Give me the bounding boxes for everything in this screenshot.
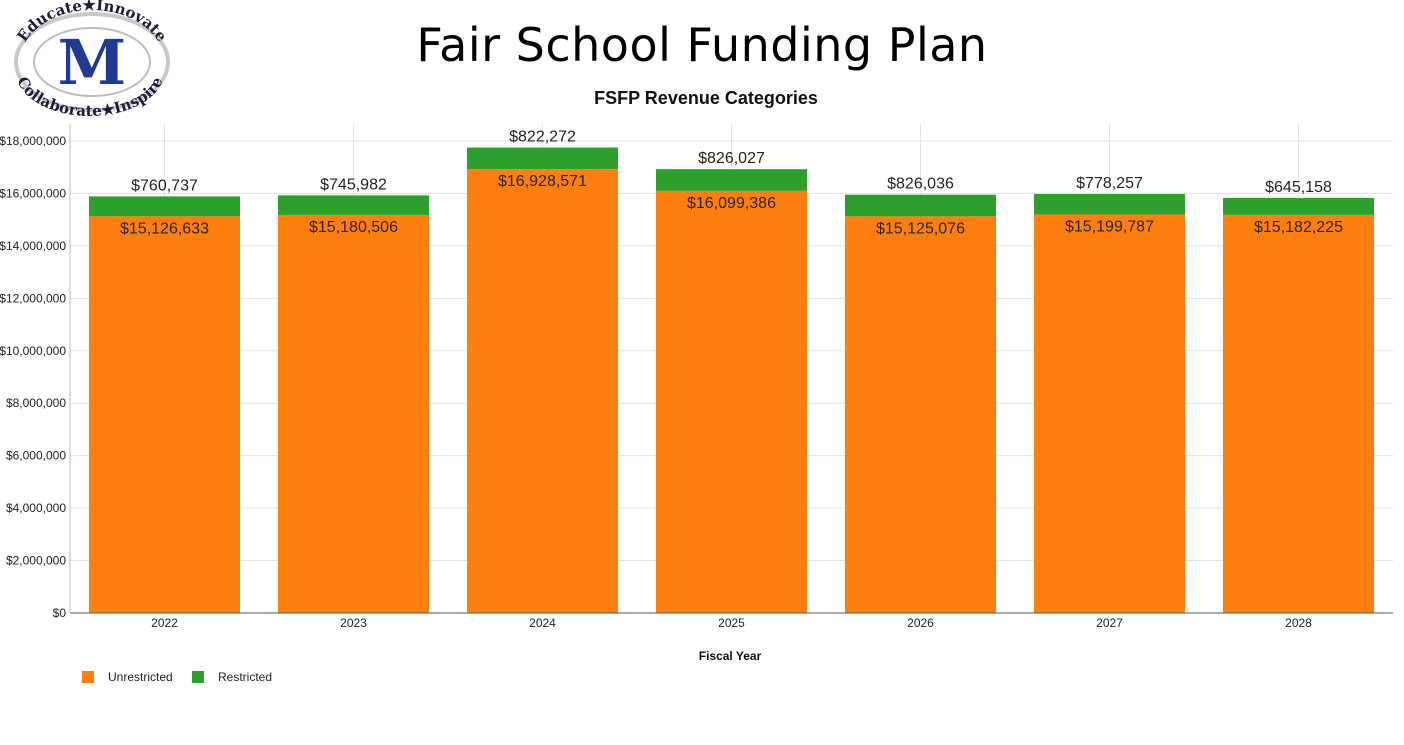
data-label-restricted-2027: $778,257 [1076, 175, 1143, 192]
bar-unrestricted-2026 [845, 216, 996, 613]
bar-restricted-2025 [656, 169, 807, 191]
bar-restricted-2028 [1223, 197, 1374, 215]
bars [89, 147, 1374, 614]
x-tick-label: 2028 [1285, 616, 1312, 630]
data-label-unrestricted-2022: $15,126,633 [120, 220, 209, 237]
bar-restricted-2026 [845, 194, 996, 217]
y-tick-label: $0 [53, 606, 67, 620]
y-tick-label: $6,000,000 [6, 449, 66, 463]
bar-restricted-2022 [89, 196, 240, 217]
bar-unrestricted-2025 [656, 190, 807, 613]
data-labels: $15,126,633 $760,737 $15,180,506 $745,982 $1… [120, 129, 1343, 238]
logo-letter: M [58, 26, 127, 99]
data-label-unrestricted-2024: $16,928,571 [498, 173, 587, 190]
y-tick-label: $12,000,000 [0, 291, 66, 305]
bar-unrestricted-2024 [467, 169, 618, 613]
x-tick-label: 2026 [907, 616, 934, 630]
y-tick-label: $2,000,000 [6, 554, 66, 568]
bar-unrestricted-2023 [278, 214, 429, 613]
y-tick-label: $10,000,000 [0, 344, 66, 358]
y-tick-label: $8,000,000 [6, 396, 66, 410]
x-tick-label: 2023 [340, 616, 367, 630]
bar-unrestricted-2022 [89, 216, 240, 613]
y-tick-label: $14,000,000 [0, 239, 66, 253]
legend-label-restricted: Restricted [218, 670, 272, 684]
data-label-unrestricted-2025: $16,099,386 [687, 195, 776, 212]
district-logo: M Educate★Innovate Collaborate★Inspire [13, 0, 170, 120]
x-tick-label: 2022 [151, 616, 178, 630]
data-label-restricted-2022: $760,737 [131, 177, 198, 194]
bar-restricted-2027 [1034, 194, 1185, 215]
x-tick-label: 2027 [1096, 616, 1123, 630]
legend: Unrestricted Restricted [82, 670, 272, 684]
data-label-unrestricted-2026: $15,125,076 [876, 220, 965, 237]
data-label-restricted-2023: $745,982 [320, 176, 387, 193]
legend-swatch-restricted [192, 671, 204, 683]
page-title: Fair School Funding Plan [416, 18, 988, 72]
y-tick-label: $18,000,000 [0, 134, 66, 148]
data-label-restricted-2025: $826,027 [698, 150, 765, 167]
chart-title: FSFP Revenue Categories [594, 88, 818, 108]
data-label-restricted-2026: $826,036 [887, 176, 954, 193]
y-tick-label: $4,000,000 [6, 501, 66, 515]
bar-unrestricted-2028 [1223, 214, 1374, 614]
legend-swatch-unrestricted [82, 671, 94, 683]
data-label-restricted-2024: $822,272 [509, 129, 576, 146]
bar-restricted-2024 [467, 147, 618, 170]
bar-restricted-2023 [278, 195, 429, 215]
x-tick-label: 2025 [718, 616, 745, 630]
x-axis-title: Fiscal Year [699, 649, 762, 663]
data-label-unrestricted-2023: $15,180,506 [309, 219, 398, 236]
y-tick-label: $16,000,000 [0, 186, 66, 200]
data-label-restricted-2028: $645,158 [1265, 179, 1332, 196]
logo-center [33, 27, 151, 97]
data-label-unrestricted-2027: $15,199,787 [1065, 218, 1154, 235]
axes: $0 $2,000,000 $4,000,000 $6,000,000 $8,000,0… [0, 124, 1393, 630]
data-label-unrestricted-2028: $15,182,225 [1254, 219, 1343, 236]
legend-label-unrestricted: Unrestricted [108, 670, 173, 684]
x-tick-label: 2024 [529, 616, 556, 630]
bar-unrestricted-2027 [1034, 214, 1185, 614]
